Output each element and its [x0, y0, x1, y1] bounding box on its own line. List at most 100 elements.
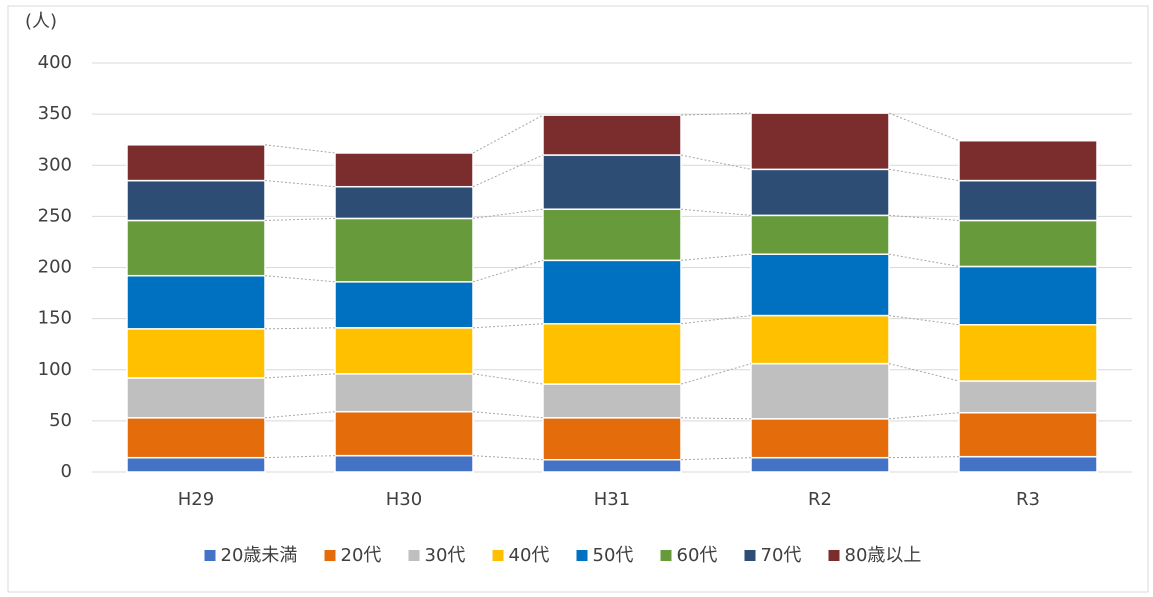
bar-segment	[334, 217, 474, 283]
legend-label: 70代	[761, 545, 802, 566]
bar-segment	[750, 214, 890, 255]
bar-segment	[958, 179, 1098, 222]
legend-swatch	[744, 550, 756, 561]
series-connector	[472, 208, 544, 219]
series-connector	[680, 457, 752, 461]
bar-segment	[126, 219, 266, 277]
series-connector	[680, 363, 752, 385]
bar-segment	[334, 281, 474, 329]
bar-segment	[126, 417, 266, 459]
series-connector	[888, 168, 960, 182]
legend-swatch	[408, 550, 420, 561]
bar-segment	[750, 456, 890, 473]
legend-swatch	[828, 550, 840, 561]
bar-segment	[334, 185, 474, 220]
bar-segment	[126, 328, 266, 379]
series-connector	[888, 112, 960, 142]
series-connector	[264, 411, 336, 419]
series-connector	[680, 315, 752, 325]
legend-label: 60代	[677, 545, 718, 566]
legend-swatch	[492, 550, 504, 561]
bar-segment	[958, 139, 1098, 182]
series-connector	[264, 217, 336, 221]
bar-segment	[750, 362, 890, 420]
y-tick-label: 250	[38, 205, 72, 226]
bar-segment	[542, 383, 682, 419]
bar-segment	[126, 377, 266, 419]
legend-label: 20歳未満	[221, 545, 298, 566]
series-connector	[472, 114, 544, 154]
legend-label: 20代	[341, 545, 382, 566]
bar-segment	[750, 314, 890, 365]
series-connector	[680, 417, 752, 420]
bar-segment	[126, 456, 266, 473]
y-tick-label: 400	[38, 52, 72, 73]
bar-segment	[750, 253, 890, 317]
legend-label: 50代	[593, 545, 634, 566]
bar-segment	[750, 418, 890, 459]
bar-segment	[542, 458, 682, 473]
bar-segment	[750, 168, 890, 217]
series-connector	[680, 154, 752, 170]
bar-segment	[958, 455, 1098, 473]
bar-segment	[958, 265, 1098, 326]
y-tick-label: 300	[38, 154, 72, 175]
series-connector	[472, 323, 544, 329]
legend-swatch	[204, 550, 216, 561]
series-connector	[472, 373, 544, 385]
bar-segment	[750, 112, 890, 171]
bar-segment	[958, 411, 1098, 458]
bar-segment	[334, 410, 474, 457]
series-connector	[888, 363, 960, 382]
y-tick-label: 0	[61, 461, 72, 482]
series-connector	[888, 456, 960, 459]
legend-swatch	[324, 550, 336, 561]
y-tick-label: 350	[38, 103, 72, 124]
bar-segment	[334, 373, 474, 413]
legend-label: 30代	[425, 545, 466, 566]
bar-segment	[126, 274, 266, 330]
legend-swatch	[660, 550, 672, 561]
x-tick-label: H30	[386, 489, 422, 510]
bar-segment	[542, 322, 682, 385]
x-tick-label: R3	[1016, 489, 1040, 510]
series-connector	[472, 455, 544, 461]
series-connector	[264, 327, 336, 330]
bar-segment	[334, 152, 474, 188]
x-tick-label: H29	[178, 489, 214, 510]
series-connector	[680, 253, 752, 261]
bar-segment	[334, 327, 474, 375]
series-connector	[472, 154, 544, 188]
series-connector	[472, 411, 544, 419]
bar-segment	[334, 454, 474, 473]
series-connector	[264, 144, 336, 154]
bar-segment	[958, 380, 1098, 414]
series-connector	[264, 455, 336, 459]
bar-segment	[542, 417, 682, 461]
bar-segment	[542, 208, 682, 262]
bar-segment	[542, 154, 682, 210]
bar-segment	[126, 179, 266, 222]
legend-label: 80歳以上	[845, 545, 922, 566]
bar-segment	[542, 114, 682, 156]
bar-segment	[958, 324, 1098, 382]
legend-label: 40代	[509, 545, 550, 566]
y-tick-label: 50	[49, 410, 72, 431]
series-connector	[472, 259, 544, 283]
bar-segment	[126, 144, 266, 182]
series-connector	[680, 208, 752, 216]
series-connector	[888, 315, 960, 326]
bar-segment	[958, 219, 1098, 268]
bar-segment	[542, 259, 682, 325]
x-tick-label: H31	[594, 489, 630, 510]
x-tick-label: R2	[808, 489, 832, 510]
legend-swatch	[576, 550, 588, 561]
y-tick-label: 150	[38, 308, 72, 329]
y-tick-label: 100	[38, 359, 72, 380]
series-connector	[264, 275, 336, 283]
series-connector	[888, 253, 960, 267]
series-connector	[264, 373, 336, 379]
y-axis-unit: (人)	[25, 11, 57, 32]
series-connector	[888, 412, 960, 420]
